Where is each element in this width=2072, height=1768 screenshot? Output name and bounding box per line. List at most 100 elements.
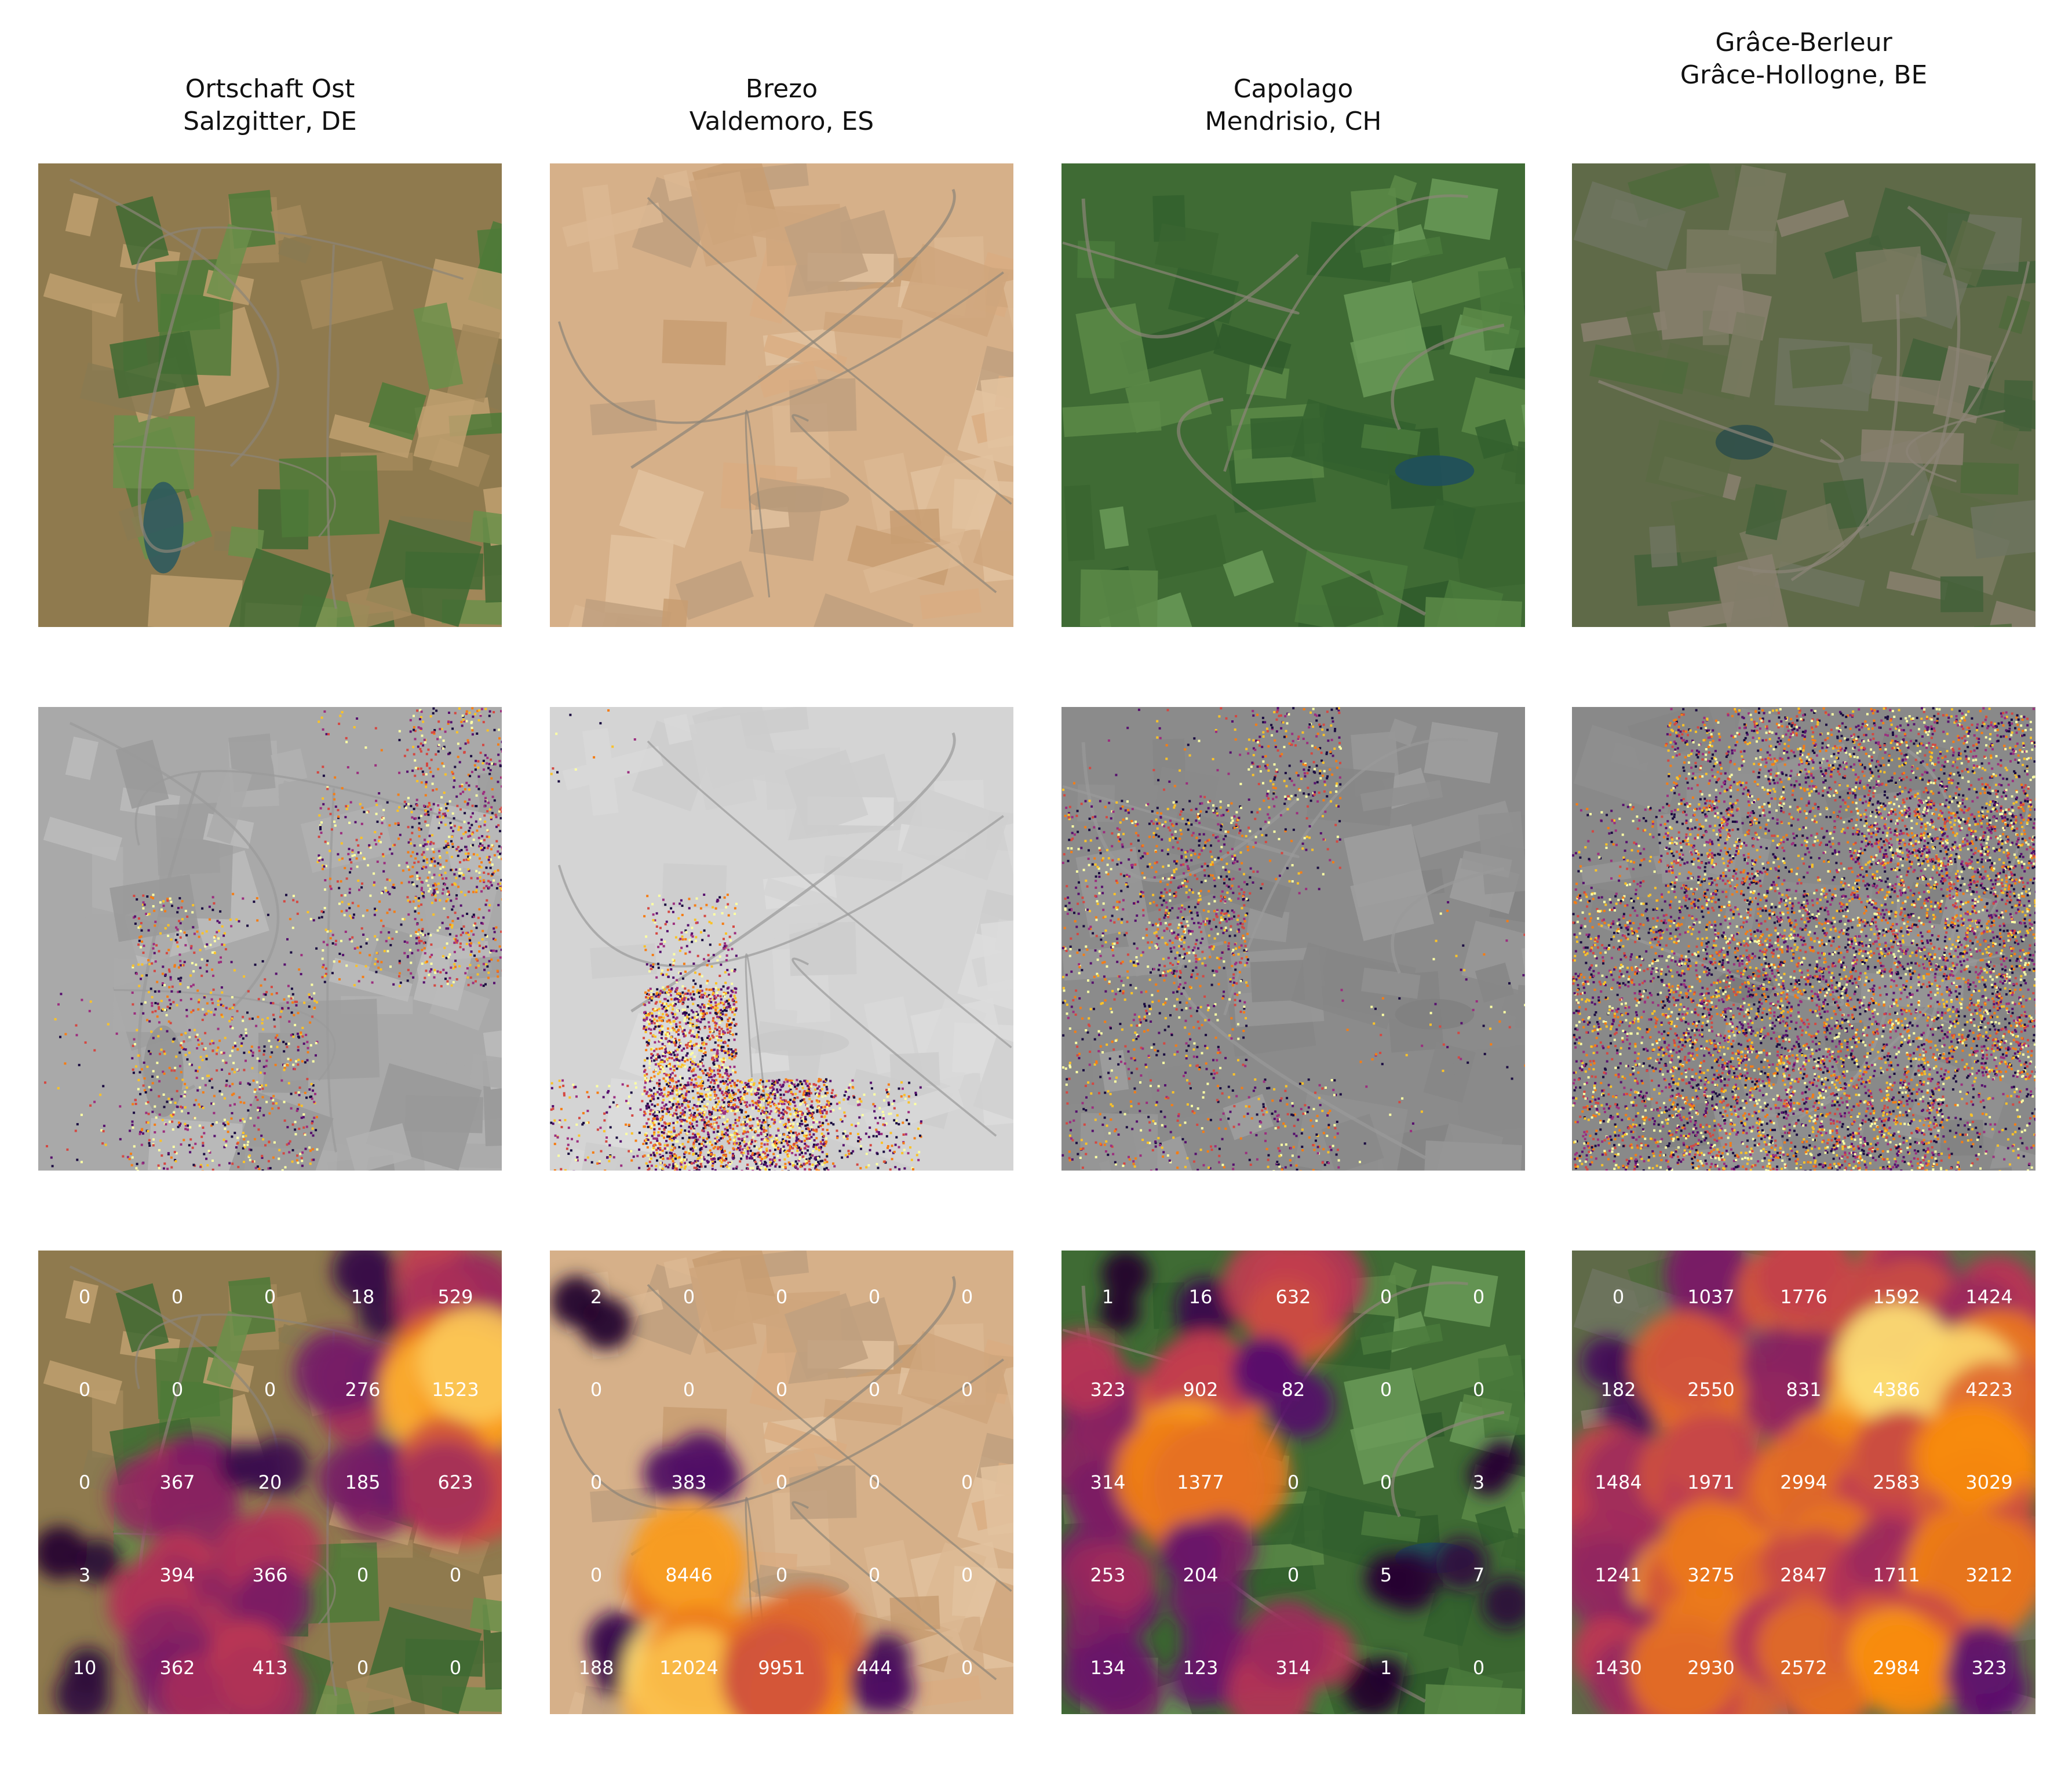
grid-count-label: 0: [171, 1379, 184, 1401]
satellite-image-2: [550, 163, 1013, 627]
grid-count-label: 4386: [1873, 1379, 1920, 1401]
grid-count-label: 3: [78, 1564, 91, 1586]
grid-count-label: 0: [1472, 1286, 1485, 1308]
grid-count-label: 204: [1183, 1564, 1219, 1586]
grid-count-label: 1430: [1595, 1657, 1642, 1679]
grid-count-label: 632: [1275, 1286, 1311, 1308]
density-heatmap-4: 0 1037 1776 1592 1424 182 2550 831 4386 4223 1484 1…: [1572, 1251, 2035, 1714]
grid-count-label: 0: [264, 1286, 276, 1308]
grid-count-label: 831: [1786, 1379, 1822, 1401]
grid-count-labels: 0 0 0 18 529 0 0 0 276 1523 0 367 20 185 623 3 394 366 0 0 1…: [38, 1251, 502, 1714]
grid-count-label: 0: [1380, 1379, 1392, 1401]
grid-count-label: 0: [590, 1564, 603, 1586]
grid-count-label: 0: [356, 1657, 369, 1679]
grid-count-label: 0: [775, 1379, 788, 1401]
panel-title-4: Grâce-Berleur Grâce-Hollogne, BE: [1680, 28, 1928, 90]
grid-count-label: 0: [78, 1471, 91, 1493]
grid-count-label: 2984: [1873, 1657, 1920, 1679]
grid-count-label: 185: [345, 1471, 381, 1493]
pixel-overlay-image-1: [38, 707, 502, 1171]
grid-count-label: 0: [1472, 1657, 1485, 1679]
grid-count-label: 1: [1101, 1286, 1114, 1308]
grid-count-label: 323: [1090, 1379, 1126, 1401]
pixel-overlay-image-3: [1061, 707, 1525, 1171]
grid-count-label: 1971: [1687, 1471, 1735, 1493]
grid-count-label: 2930: [1687, 1657, 1735, 1679]
grid-count-label: 1037: [1687, 1286, 1735, 1308]
grid-count-label: 0: [961, 1379, 973, 1401]
grid-count-label: 0: [171, 1286, 184, 1308]
grid-count-label: 5: [1380, 1564, 1392, 1586]
grid-count-label: 1: [1380, 1657, 1392, 1679]
grid-count-label: 182: [1600, 1379, 1636, 1401]
grid-count-label: 444: [856, 1657, 892, 1679]
grid-count-label: 12024: [659, 1657, 718, 1679]
grid-count-label: 3275: [1687, 1564, 1735, 1586]
grid-count-label: 8446: [665, 1564, 713, 1586]
grid-count-label: 0: [1612, 1286, 1625, 1308]
satellite-image-3: [1061, 163, 1525, 627]
density-heatmap-1: 0 0 0 18 529 0 0 0 276 1523 0 367 20 185 623 3 394 366 0 0 1…: [38, 1251, 502, 1714]
grid-count-label: 323: [1971, 1657, 2007, 1679]
grid-count-label: 1377: [1177, 1471, 1224, 1493]
grid-count-label: 0: [961, 1564, 973, 1586]
grid-count-label: 82: [1281, 1379, 1305, 1401]
grid-count-label: 7: [1472, 1564, 1485, 1586]
grid-count-label: 3029: [1965, 1471, 2013, 1493]
grid-count-label: 9951: [758, 1657, 805, 1679]
grid-count-label: 2583: [1873, 1471, 1920, 1493]
grid-count-label: 0: [961, 1286, 973, 1308]
grid-count-label: 2572: [1780, 1657, 1827, 1679]
grid-count-label: 367: [159, 1471, 195, 1493]
satellite-image-1: [38, 163, 502, 627]
grid-count-label: 0: [78, 1286, 91, 1308]
grid-count-label: 0: [683, 1286, 695, 1308]
grid-count-label: 0: [868, 1564, 881, 1586]
grid-count-label: 383: [671, 1471, 707, 1493]
grid-count-label: 529: [437, 1286, 473, 1308]
grid-count-label: 134: [1090, 1657, 1126, 1679]
grid-count-label: 0: [868, 1471, 881, 1493]
grid-count-label: 0: [590, 1471, 603, 1493]
grid-count-label: 623: [437, 1471, 473, 1493]
grid-count-label: 0: [868, 1379, 881, 1401]
grid-count-labels: 2 0 0 0 0 0 0 0 0 0 0 383 0 0 0 0 8446 0 0 0 188 12024 9951 444…: [550, 1251, 1013, 1714]
satellite-image-4: [1572, 163, 2035, 627]
grid-count-label: 362: [159, 1657, 195, 1679]
grid-count-label: 1241: [1595, 1564, 1642, 1586]
grid-count-label: 314: [1275, 1657, 1311, 1679]
grid-count-label: 123: [1183, 1657, 1219, 1679]
grid-count-label: 366: [252, 1564, 288, 1586]
grid-count-label: 394: [159, 1564, 195, 1586]
pixel-overlay-image-2: [550, 707, 1013, 1171]
grid-count-label: 314: [1090, 1471, 1126, 1493]
grid-count-label: 276: [345, 1379, 381, 1401]
grid-count-label: 16: [1188, 1286, 1213, 1308]
grid-count-label: 2550: [1687, 1379, 1735, 1401]
grid-count-label: 188: [578, 1657, 614, 1679]
grid-count-labels: 1 16 632 0 0 323 902 82 0 0 314 1377 0 0 3 253 204 0 5 7 134…: [1061, 1251, 1525, 1714]
panel-title-2: Brezo Valdemoro, ES: [689, 74, 874, 136]
density-heatmap-3: 1 16 632 0 0 323 902 82 0 0 314 1377 0 0 3 253 204 0 5 7 134…: [1061, 1251, 1525, 1714]
grid-count-label: 3212: [1965, 1564, 2013, 1586]
grid-count-label: 20: [258, 1471, 282, 1493]
pixel-overlay-image-4: [1572, 707, 2035, 1171]
panel-title-3: Capolago Mendrisio, CH: [1205, 74, 1382, 136]
grid-count-label: 1523: [432, 1379, 479, 1401]
grid-count-label: 902: [1183, 1379, 1219, 1401]
grid-count-label: 18: [351, 1286, 375, 1308]
grid-count-label: 3: [1472, 1471, 1485, 1493]
grid-count-label: 413: [252, 1657, 288, 1679]
grid-count-label: 1776: [1780, 1286, 1827, 1308]
density-heatmap-2: 2 0 0 0 0 0 0 0 0 0 0 383 0 0 0 0 8446 0 0 0 188 12024 9951 444…: [550, 1251, 1013, 1714]
grid-count-label: 0: [78, 1379, 91, 1401]
grid-count-label: 2: [590, 1286, 603, 1308]
grid-count-label: 0: [1287, 1564, 1300, 1586]
grid-count-label: 0: [1380, 1471, 1392, 1493]
grid-count-label: 2847: [1780, 1564, 1827, 1586]
grid-count-label: 0: [590, 1379, 603, 1401]
grid-count-label: 0: [683, 1379, 695, 1401]
grid-count-label: 0: [449, 1657, 462, 1679]
grid-count-label: 0: [961, 1657, 973, 1679]
grid-count-label: 1484: [1595, 1471, 1642, 1493]
